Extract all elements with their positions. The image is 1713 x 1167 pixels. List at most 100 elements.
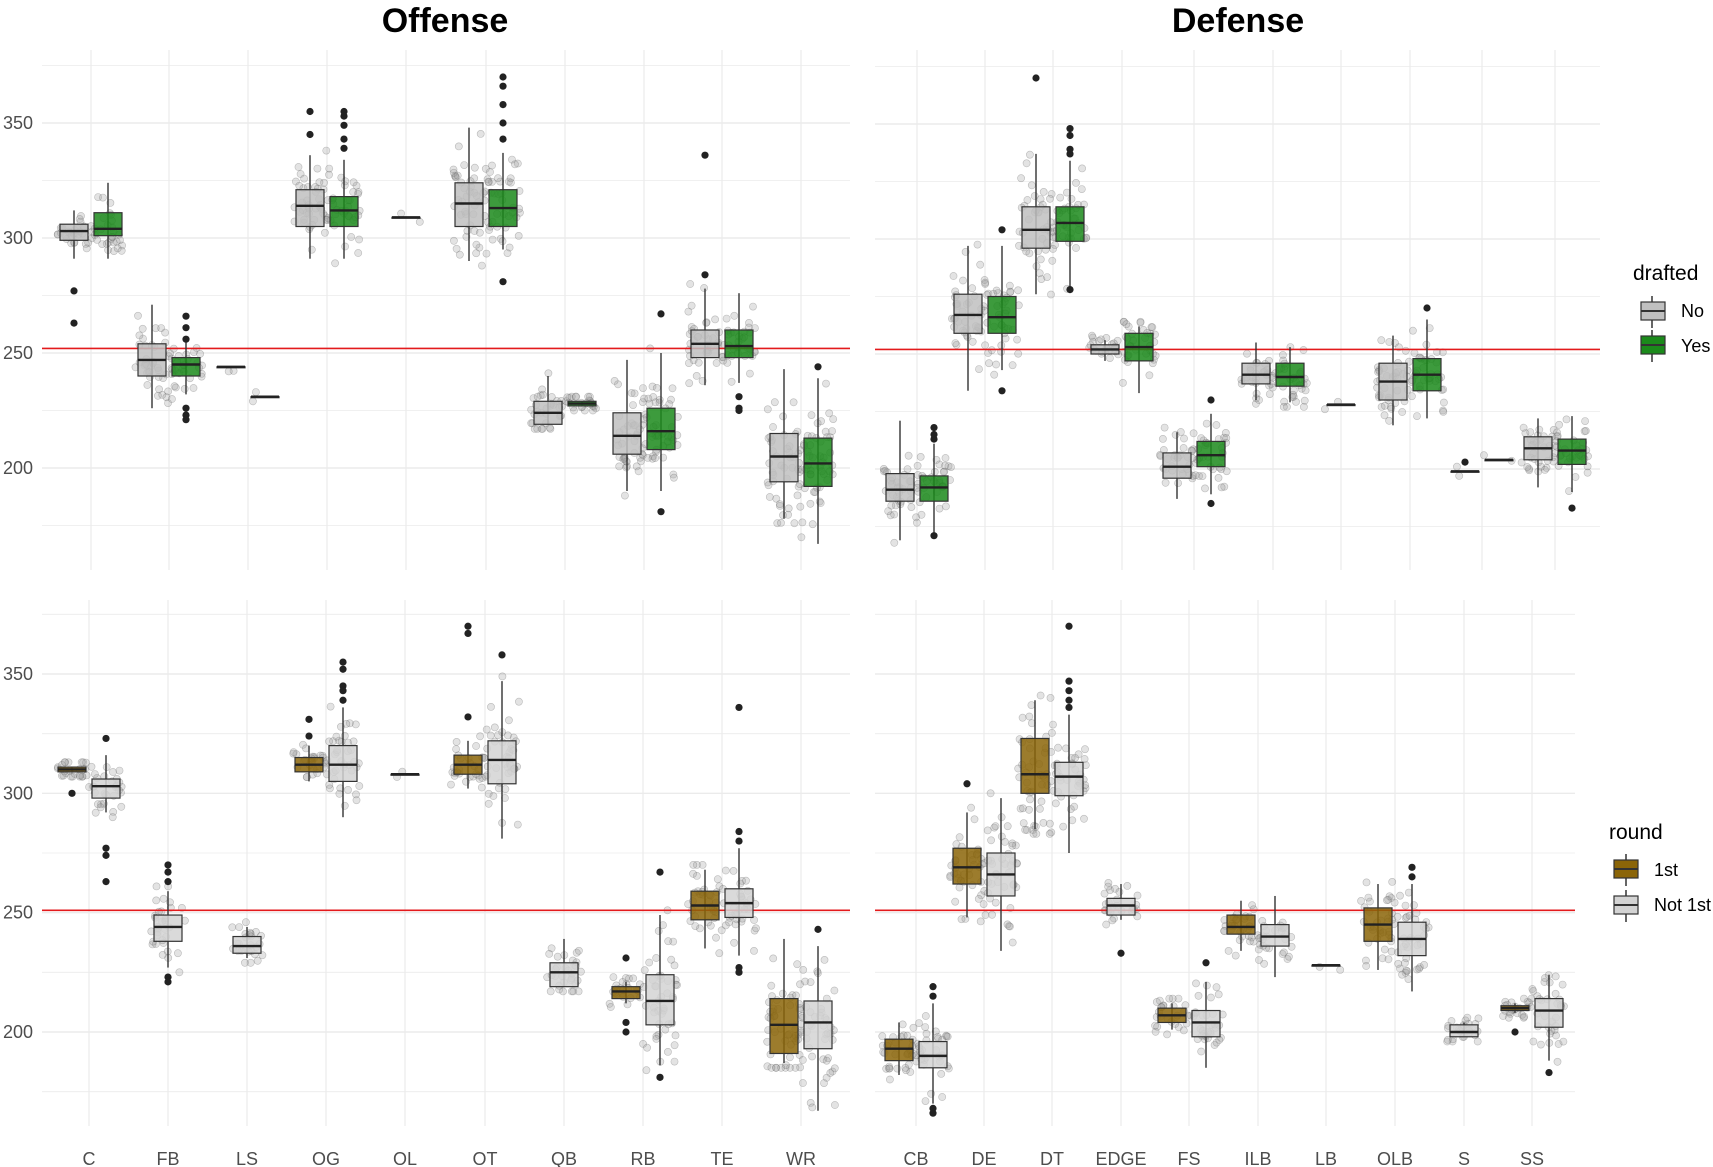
jitter-point <box>1163 1030 1171 1039</box>
jitter-point <box>1077 185 1086 193</box>
outlier-point <box>70 287 78 295</box>
jitter-point <box>1005 281 1014 290</box>
jitter-point <box>985 359 993 368</box>
jitter-point <box>806 499 815 508</box>
jitter-point <box>307 245 316 254</box>
jitter-point <box>537 424 546 433</box>
jitter-point <box>881 467 890 475</box>
jitter-point <box>1036 805 1044 813</box>
box-body <box>91 778 121 799</box>
jitter-point <box>671 1031 680 1040</box>
jitter-point <box>1210 1041 1219 1049</box>
jitter-point <box>1552 1031 1560 1040</box>
jitter-point <box>1179 444 1188 452</box>
x-tick-label: ILB <box>1244 1149 1271 1167</box>
jitter-point <box>313 164 322 173</box>
jitter-point <box>974 895 983 903</box>
jitter-point <box>750 947 758 955</box>
jitter-point <box>886 1075 894 1084</box>
jitter-point <box>796 1063 804 1072</box>
jitter-point <box>1401 968 1410 977</box>
jitter-point <box>77 212 85 220</box>
jitter-point <box>504 177 513 186</box>
jitter-point <box>1221 428 1230 437</box>
jitter-point <box>488 235 497 244</box>
jitter-point <box>342 720 351 728</box>
outlier-point <box>998 387 1006 395</box>
outlier-point <box>1066 131 1074 140</box>
jitter-point <box>796 980 804 989</box>
jitter-point <box>798 1056 807 1064</box>
jitter-point <box>352 181 361 190</box>
jitter-point <box>1011 841 1020 850</box>
jitter-point <box>547 944 556 953</box>
jitter-point <box>109 768 117 776</box>
box-body <box>803 1000 833 1050</box>
jitter-point <box>1581 426 1590 435</box>
outlier-point <box>1065 703 1073 712</box>
jitter-point <box>980 276 989 284</box>
jitter-point <box>636 453 645 462</box>
jitter-point <box>938 1093 947 1101</box>
box-offense-round-WR-not_first <box>803 925 833 1111</box>
legend-label-yes: Yes <box>1681 336 1710 356</box>
box-defense-round-EDGE-not_first <box>1106 884 1136 957</box>
legend-label-1st: 1st <box>1654 860 1678 880</box>
jitter-point <box>696 924 704 933</box>
jitter-point <box>712 359 721 367</box>
jitter-point <box>340 801 349 810</box>
outlier-point <box>499 135 507 143</box>
axis-labels-layer: 200 250 300 350 200 250 300 350 C FB LS OG OL OT QB RB T… <box>3 113 1544 1167</box>
jitter-point <box>447 780 455 789</box>
outlier-point <box>929 992 937 1000</box>
jitter-point <box>1362 956 1370 965</box>
x-tick-label: CB <box>903 1149 928 1167</box>
jitter-point <box>685 379 694 388</box>
outlier-point <box>735 703 743 712</box>
jitter-point <box>1192 979 1200 988</box>
jitter-point <box>545 423 554 432</box>
jitter-point <box>580 406 589 415</box>
box-offense-drafted-OG-no <box>295 107 325 259</box>
jitter-point <box>1160 423 1169 432</box>
outlier-point <box>998 226 1006 234</box>
jitter-point <box>973 240 982 249</box>
jitter-point <box>727 377 736 386</box>
box-defense-round-CB-first <box>884 1022 914 1075</box>
jitter-point <box>453 171 462 180</box>
jitter-point <box>645 958 654 967</box>
box-body <box>93 212 123 237</box>
jitter-point <box>1201 484 1209 493</box>
jitter-point <box>715 949 724 958</box>
jitter-point <box>1047 828 1056 837</box>
jitter-point <box>773 519 782 528</box>
outlier-point <box>305 715 313 723</box>
jitter-point <box>767 1063 776 1072</box>
outlier-point <box>464 629 472 638</box>
box-offense-round-C-not_first <box>91 734 121 886</box>
jitter-point <box>786 1063 794 1072</box>
jitter-point <box>170 382 179 391</box>
jitter-point <box>1147 323 1156 331</box>
jitter-point <box>994 289 1002 297</box>
jitter-point <box>730 938 738 947</box>
outlier-point <box>656 1073 664 1081</box>
grid-layer <box>42 50 1600 1126</box>
jitter-point <box>745 318 753 327</box>
jitter-point <box>475 243 484 252</box>
jitter-point <box>332 732 341 741</box>
jitter-point <box>828 427 836 435</box>
jitter-point <box>957 915 966 924</box>
y-tick-label: 200 <box>3 1022 33 1042</box>
outlier-point <box>1511 1028 1519 1036</box>
jitter-point <box>694 358 703 367</box>
jitter-point <box>630 389 639 398</box>
jitter-point <box>559 987 567 996</box>
jitter-point <box>979 900 988 908</box>
jitter-point <box>1066 805 1075 813</box>
jitter-point <box>702 318 711 327</box>
box-defense-drafted-EDGE-no <box>1090 340 1120 361</box>
jitter-point <box>1176 428 1185 436</box>
jitter-point <box>1074 750 1083 759</box>
y-tick-label: 350 <box>3 113 33 133</box>
